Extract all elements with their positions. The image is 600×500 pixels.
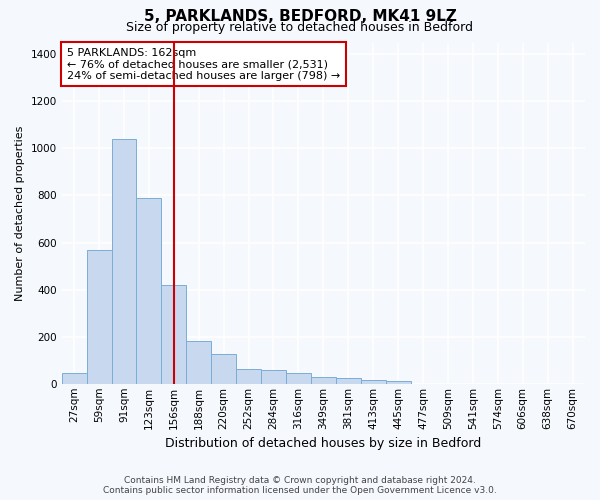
Bar [112,139,136,384]
Text: Size of property relative to detached houses in Bedford: Size of property relative to detached ho… [127,21,473,34]
Text: 5 PARKLANDS: 162sqm
← 76% of detached houses are smaller (2,531)
24% of semi-det: 5 PARKLANDS: 162sqm ← 76% of detached ho… [67,48,340,81]
Bar [261,370,286,384]
X-axis label: Distribution of detached houses by size in Bedford: Distribution of detached houses by size … [165,437,481,450]
Bar [311,377,336,384]
Bar [386,382,410,384]
Text: 5, PARKLANDS, BEDFORD, MK41 9LZ: 5, PARKLANDS, BEDFORD, MK41 9LZ [143,9,457,24]
Bar [161,285,186,384]
Bar [361,380,386,384]
Y-axis label: Number of detached properties: Number of detached properties [15,126,25,301]
Bar [136,198,161,384]
Bar [86,250,112,384]
Text: Contains HM Land Registry data © Crown copyright and database right 2024.
Contai: Contains HM Land Registry data © Crown c… [103,476,497,495]
Bar [186,342,211,384]
Bar [62,372,86,384]
Bar [336,378,361,384]
Bar [286,372,311,384]
Bar [236,369,261,384]
Bar [211,354,236,384]
